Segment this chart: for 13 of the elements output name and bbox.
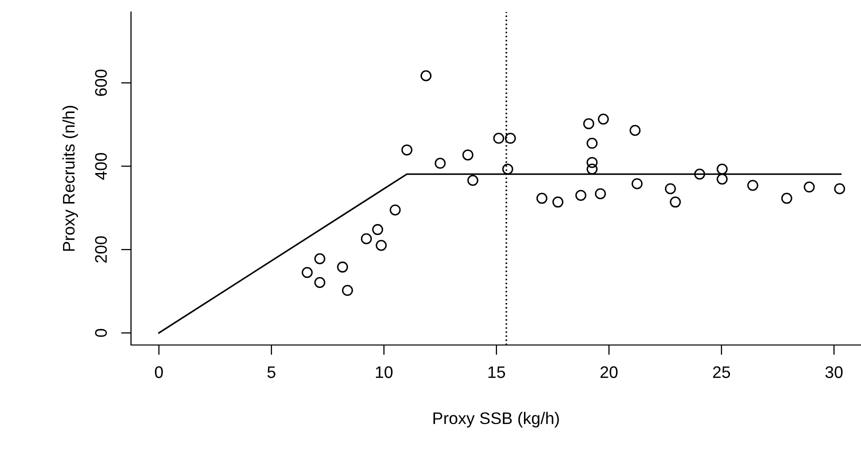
y-tick-label: 600 bbox=[95, 70, 107, 96]
y-tick-label: 400 bbox=[95, 152, 107, 180]
x-tick-label: 15 bbox=[488, 366, 506, 378]
x-tick-label: 20 bbox=[600, 366, 618, 378]
x-axis-title: Proxy SSB (kg/h) bbox=[433, 412, 559, 428]
y-axis-title: Proxy Recruits (n/h) bbox=[62, 106, 78, 251]
x-tick-label: 0 bbox=[154, 366, 163, 378]
x-tick-label: 5 bbox=[267, 366, 276, 378]
x-tick-label: 10 bbox=[376, 366, 393, 378]
x-tick-label: 25 bbox=[713, 366, 730, 378]
y-tick-label: 0 bbox=[95, 328, 107, 337]
y-tick-label: 200 bbox=[95, 236, 107, 263]
x-tick-label: 30 bbox=[825, 366, 843, 378]
